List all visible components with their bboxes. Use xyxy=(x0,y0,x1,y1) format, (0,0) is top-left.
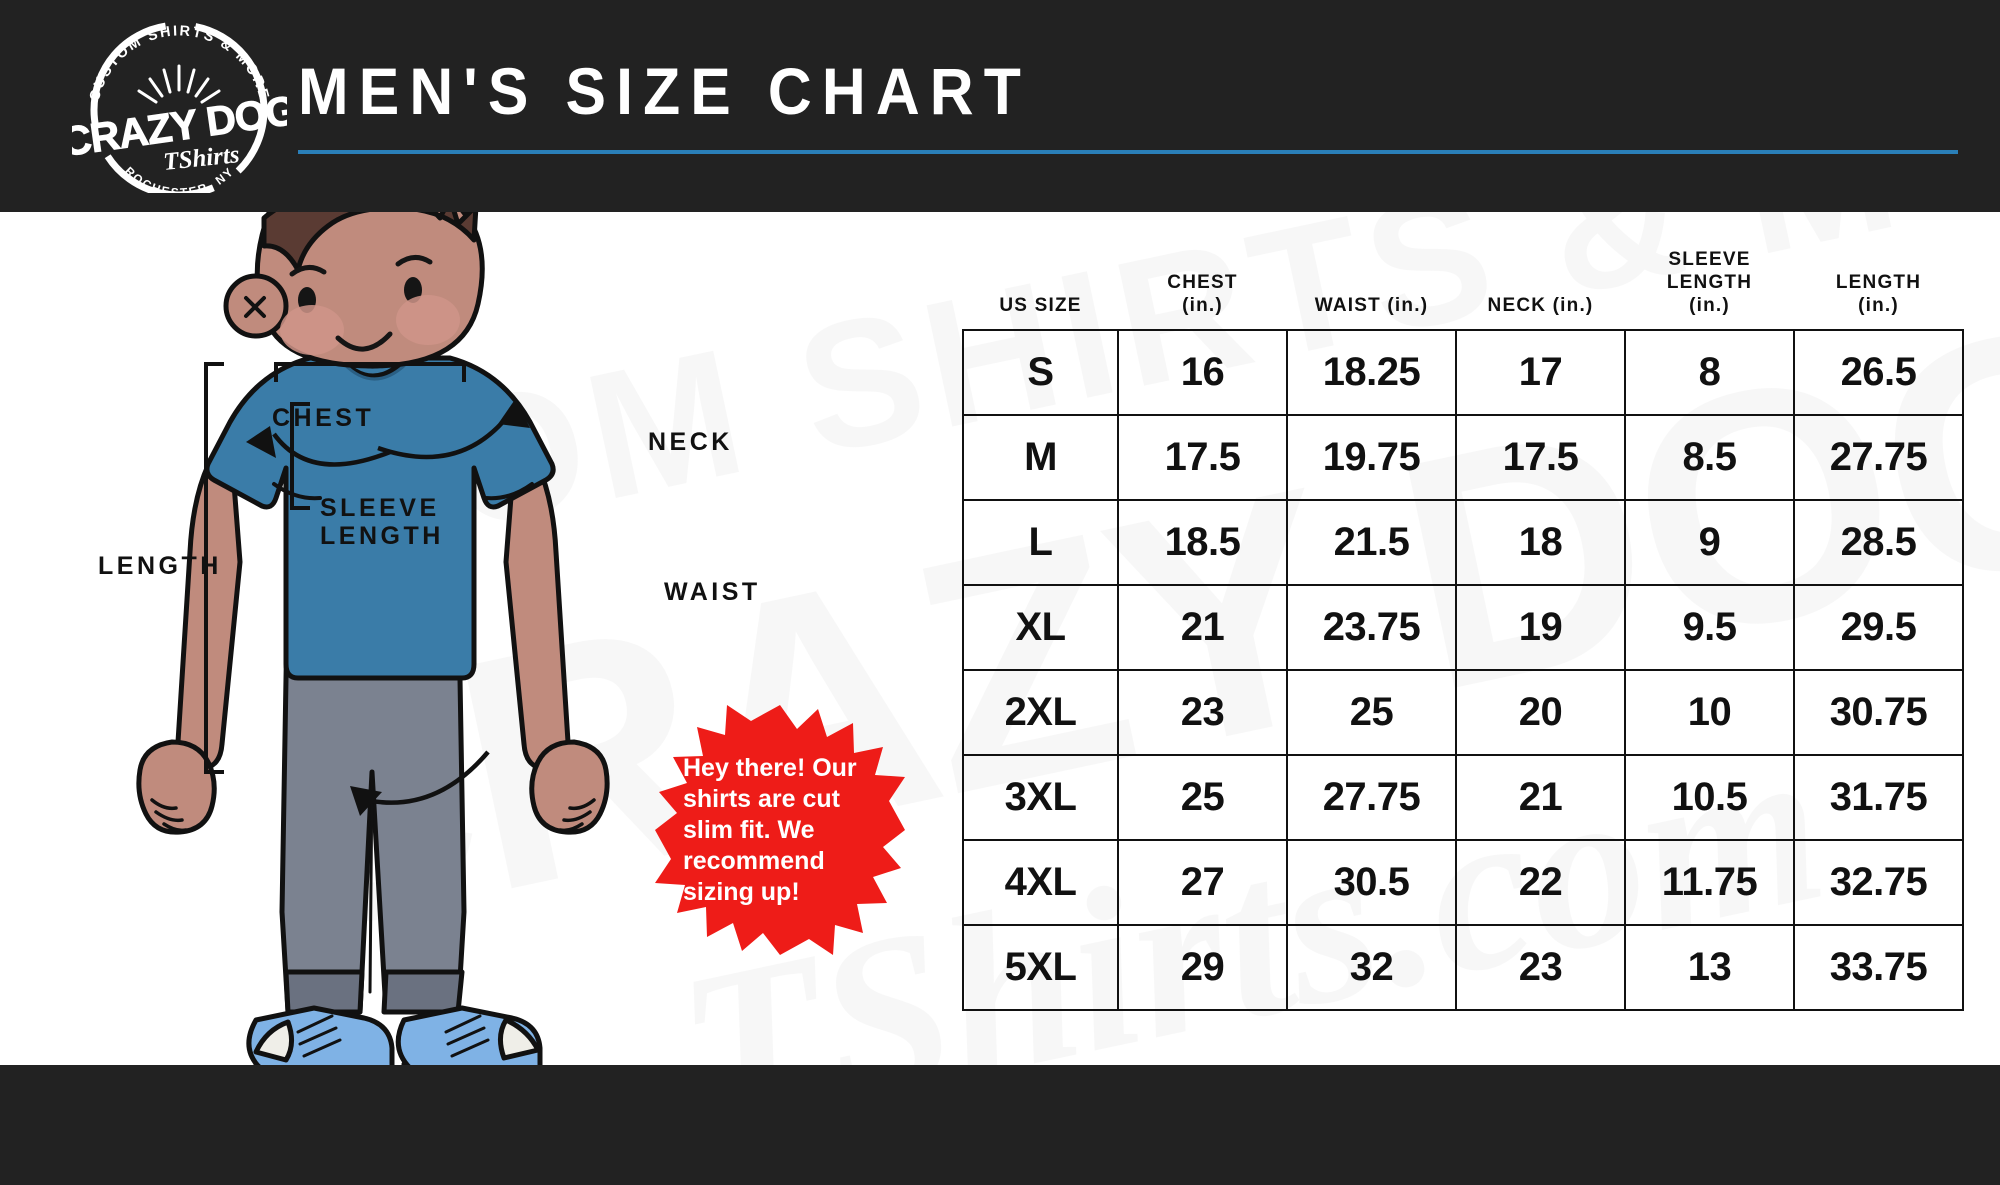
cell-length: 28.5 xyxy=(1793,499,1964,586)
slim-fit-callout-text: Hey there! Our shirts are cut slim fit. … xyxy=(683,754,857,906)
label-sleeve-length-line1: SLEEVE xyxy=(320,494,440,522)
label-chest: CHEST xyxy=(272,404,375,432)
cell-sleeve: 8 xyxy=(1624,329,1795,416)
cell-sleeve: 8.5 xyxy=(1624,414,1795,501)
title-accent-rule xyxy=(298,150,1958,154)
cell-length: 32.75 xyxy=(1793,839,1964,926)
header-length: LENGTH (in.) xyxy=(1835,272,1922,316)
cell-neck: 20 xyxy=(1455,669,1626,756)
table-row: M 17.5 19.75 17.5 8.5 27.75 xyxy=(962,414,1964,501)
cell-size: XL xyxy=(962,584,1119,671)
cell-size: 5XL xyxy=(962,924,1119,1011)
cell-chest: 18.5 xyxy=(1117,499,1288,586)
label-sleeve-length-line2: LENGTH xyxy=(320,522,444,550)
label-waist: WAIST xyxy=(664,578,761,606)
cell-chest: 17.5 xyxy=(1117,414,1288,501)
cell-neck: 19 xyxy=(1455,584,1626,671)
cell-length: 31.75 xyxy=(1793,754,1964,841)
header-neck: NECK (in.) xyxy=(1487,295,1594,316)
cell-length: 30.75 xyxy=(1793,669,1964,756)
cell-length: 26.5 xyxy=(1793,329,1964,416)
header-row: US SIZE CHEST (in.) WAIST (in.) NECK (in… xyxy=(963,248,1963,330)
cell-waist: 19.75 xyxy=(1286,414,1457,501)
cell-waist: 32 xyxy=(1286,924,1457,1011)
cell-sleeve: 9 xyxy=(1624,499,1795,586)
table-row: 2XL 23 25 20 10 30.75 xyxy=(962,669,1964,756)
crazy-dog-logo: CUSTOM SHIRTS & MORE ROCHESTER, NY CRAZY… xyxy=(72,18,287,193)
title-block: MEN'S SIZE CHART xyxy=(298,54,1958,154)
header-waist: WAIST (in.) xyxy=(1314,295,1429,316)
table-row: S 16 18.25 17 8 26.5 xyxy=(962,329,1964,416)
cell-length: 27.75 xyxy=(1793,414,1964,501)
cell-sleeve: 11.75 xyxy=(1624,839,1795,926)
label-sleeve-length: SLEEVE LENGTH xyxy=(320,494,444,550)
cell-sleeve: 9.5 xyxy=(1624,584,1795,671)
page-title: MEN'S SIZE CHART xyxy=(298,54,1031,128)
cell-size: L xyxy=(962,499,1119,586)
cell-sleeve: 10 xyxy=(1624,669,1795,756)
cell-length: 29.5 xyxy=(1793,584,1964,671)
size-table-head: US SIZE CHEST (in.) WAIST (in.) NECK (in… xyxy=(963,248,1963,330)
cell-neck: 17 xyxy=(1455,329,1626,416)
cell-size: 3XL xyxy=(962,754,1119,841)
label-length: LENGTH xyxy=(98,552,222,580)
cell-size: 2XL xyxy=(962,669,1119,756)
cell-chest: 25 xyxy=(1117,754,1288,841)
table-row: L 18.5 21.5 18 9 28.5 xyxy=(962,499,1964,586)
cell-size: M xyxy=(962,414,1119,501)
table-row: 5XL 29 32 23 13 33.75 xyxy=(962,924,1964,1011)
cell-chest: 27 xyxy=(1117,839,1288,926)
cell-chest: 29 xyxy=(1117,924,1288,1011)
cell-waist: 18.25 xyxy=(1286,329,1457,416)
cell-neck: 21 xyxy=(1455,754,1626,841)
label-neck: NECK xyxy=(648,428,733,456)
cell-waist: 23.75 xyxy=(1286,584,1457,671)
cell-sleeve: 13 xyxy=(1624,924,1795,1011)
body-measurement-illustration xyxy=(60,212,800,1092)
header-bar: CUSTOM SHIRTS & MORE ROCHESTER, NY CRAZY… xyxy=(0,0,2000,212)
cell-neck: 18 xyxy=(1455,499,1626,586)
cell-chest: 23 xyxy=(1117,669,1288,756)
cell-size: S xyxy=(962,329,1119,416)
table-row: XL 21 23.75 19 9.5 29.5 xyxy=(962,584,1964,671)
cell-waist: 25 xyxy=(1286,669,1457,756)
cell-neck: 23 xyxy=(1455,924,1626,1011)
cell-length: 33.75 xyxy=(1793,924,1964,1011)
slim-fit-callout: Hey there! Our shirts are cut slim fit. … xyxy=(655,705,905,955)
size-table-wrapper: US SIZE CHEST (in.) WAIST (in.) NECK (in… xyxy=(962,248,1964,1011)
footer-bar xyxy=(0,1065,2000,1185)
cell-waist: 21.5 xyxy=(1286,499,1457,586)
cell-size: 4XL xyxy=(962,839,1119,926)
size-table-body: S 16 18.25 17 8 26.5 M 17.5 19.75 17.5 8… xyxy=(962,329,1964,1011)
table-row: 4XL 27 30.5 22 11.75 32.75 xyxy=(962,839,1964,926)
cell-chest: 16 xyxy=(1117,329,1288,416)
cell-neck: 17.5 xyxy=(1455,414,1626,501)
cell-sleeve: 10.5 xyxy=(1624,754,1795,841)
header-us-size: US SIZE xyxy=(999,295,1082,316)
cell-chest: 21 xyxy=(1117,584,1288,671)
table-row: 3XL 25 27.75 21 10.5 31.75 xyxy=(962,754,1964,841)
cell-waist: 27.75 xyxy=(1286,754,1457,841)
size-table: US SIZE CHEST (in.) WAIST (in.) NECK (in… xyxy=(962,248,1964,1011)
header-sleeve-length: SLEEVE LENGTH (in.) xyxy=(1666,249,1753,316)
cell-neck: 22 xyxy=(1455,839,1626,926)
header-chest: CHEST (in.) xyxy=(1167,272,1238,316)
starburst-shape xyxy=(655,705,905,955)
cell-waist: 30.5 xyxy=(1286,839,1457,926)
